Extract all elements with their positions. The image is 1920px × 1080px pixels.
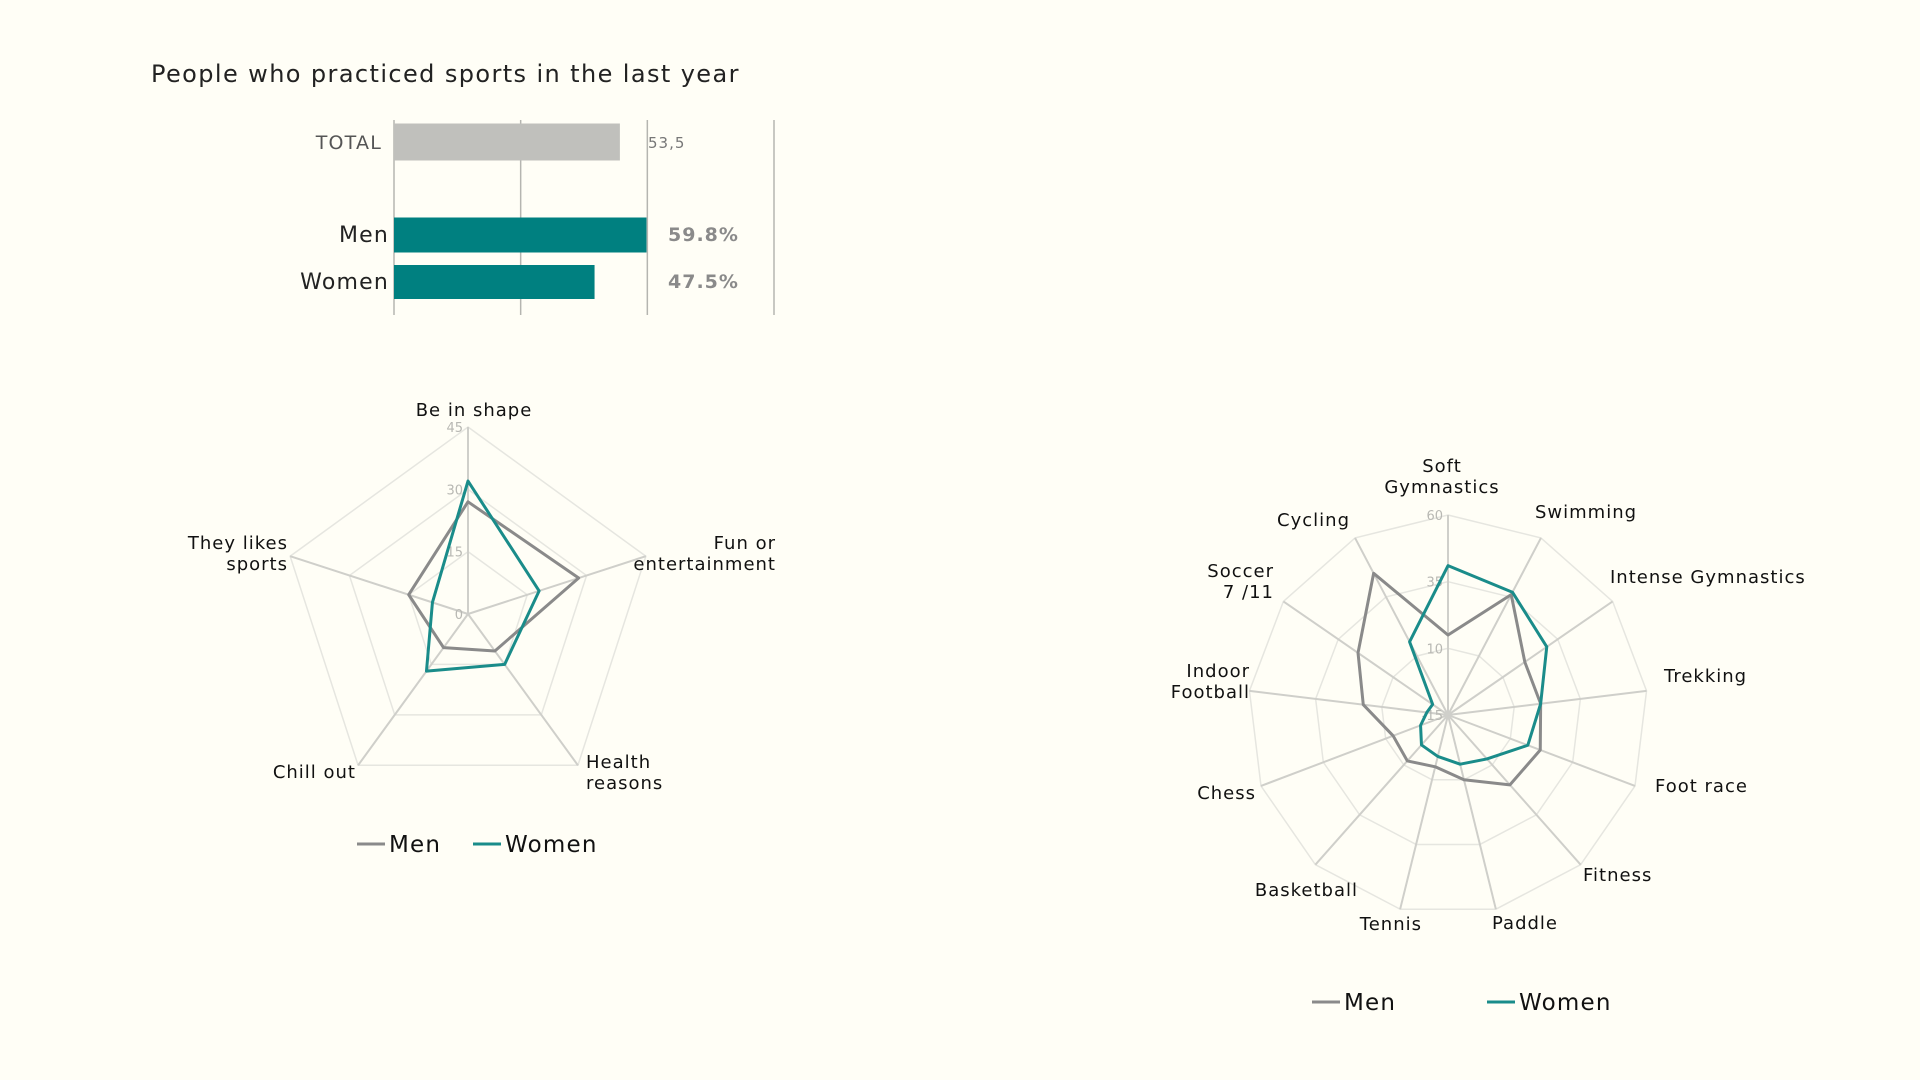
sports-spoke-10 bbox=[1249, 689, 1449, 716]
sports-spoke-8 bbox=[1314, 714, 1449, 866]
sports-tick-3: 60 bbox=[1426, 509, 1443, 524]
motives-axis-label-chill-out: Chill out bbox=[273, 762, 356, 783]
bar-value-men: 59.8% bbox=[668, 224, 739, 246]
sports-axis-label-chess: Chess bbox=[1197, 783, 1256, 804]
bar-men bbox=[394, 217, 647, 253]
sports-legend-label-men: Men bbox=[1344, 990, 1396, 1016]
motives-grid-ring-1 bbox=[407, 550, 529, 666]
motives-series-men bbox=[407, 500, 581, 653]
sports-axis-label-fitness: Fitness bbox=[1583, 865, 1652, 886]
sports-axis-label-paddle: Paddle bbox=[1492, 913, 1558, 934]
motives-series-women bbox=[424, 479, 541, 673]
motives-legend-label-women: Women bbox=[505, 832, 598, 858]
sports-spoke-9 bbox=[1260, 714, 1449, 787]
motives-axis-label-they-likes-sports: They likes sports bbox=[187, 533, 288, 575]
bar-label-men: Men bbox=[339, 223, 389, 248]
motives-axis-label-be-in-shape: Be in shape bbox=[416, 400, 533, 421]
motives-tick-0: 0 bbox=[455, 608, 463, 623]
motives-tick-1: 15 bbox=[446, 546, 463, 561]
sports-spoke-7 bbox=[1399, 714, 1449, 910]
sports-legend-label-women: Women bbox=[1519, 990, 1612, 1016]
sports-spoke-11 bbox=[1282, 600, 1449, 716]
sports-axis-label-indoor-football: Indoor Football bbox=[1171, 661, 1250, 703]
bar-value-total: 53,5 bbox=[648, 134, 685, 152]
bar-total bbox=[394, 123, 620, 161]
bar-label-women: Women bbox=[300, 270, 389, 295]
sports-axis-label-trekking: Trekking bbox=[1663, 666, 1747, 687]
bar-value-women: 47.5% bbox=[668, 271, 739, 293]
sports-series-women bbox=[1408, 564, 1549, 766]
sports-spoke-2 bbox=[1447, 600, 1614, 716]
motives-tick-2: 30 bbox=[446, 483, 463, 498]
sports-axis-label-cycling: Cycling bbox=[1277, 510, 1350, 531]
motives-grid-ring-3 bbox=[289, 426, 647, 767]
sports-axis-label-foot-race: Foot race bbox=[1655, 776, 1748, 797]
sports-axis-label-intense-gymnastics: Intense Gymnastics bbox=[1610, 567, 1806, 588]
sports-spoke-6 bbox=[1447, 714, 1497, 910]
motives-axis-label-health-reasons: Health reasons bbox=[586, 752, 663, 794]
motives-spoke-2 bbox=[467, 613, 579, 766]
page-title: People who practiced sports in the last … bbox=[151, 60, 740, 88]
sports-axis-label-tennis: Tennis bbox=[1359, 914, 1422, 935]
sports-bar-chart: TOTAL 53,5 Men 59.8% Women 47.5% bbox=[300, 120, 775, 315]
bar-women bbox=[394, 265, 595, 299]
sports-tick-1: 10 bbox=[1426, 642, 1443, 657]
motives-spoke-1 bbox=[467, 555, 647, 615]
sports-axis-label-soft-gymnastics: Soft Gymnastics bbox=[1384, 456, 1499, 498]
sports-axis-label-swimming: Swimming bbox=[1535, 502, 1637, 523]
bar-label-total: TOTAL bbox=[315, 132, 382, 154]
motives-spoke-4 bbox=[289, 555, 469, 615]
motives-legend-label-men: Men bbox=[389, 832, 441, 858]
sports-spoke-12 bbox=[1354, 537, 1449, 716]
motives-axis-label-fun-or-entertainment: Fun or entertainment bbox=[633, 533, 776, 575]
sports-spoke-1 bbox=[1447, 537, 1542, 716]
sports-spoke-5 bbox=[1447, 714, 1582, 866]
sports-spoke-3 bbox=[1447, 689, 1647, 716]
sports-series-men bbox=[1356, 571, 1543, 787]
sports-axis-label-soccer-7-11: Soccer 7 /11 bbox=[1207, 561, 1274, 603]
motives-spoke-3 bbox=[357, 613, 469, 766]
sports-grid-ring-1 bbox=[1381, 647, 1515, 781]
sports-axis-label-basketball: Basketball bbox=[1255, 880, 1358, 901]
sports-grid-ring-3 bbox=[1248, 514, 1648, 910]
sports-grid-ring-2 bbox=[1314, 580, 1582, 846]
motives-grid-ring-2 bbox=[348, 488, 588, 716]
motives-tick-3: 45 bbox=[446, 421, 463, 436]
